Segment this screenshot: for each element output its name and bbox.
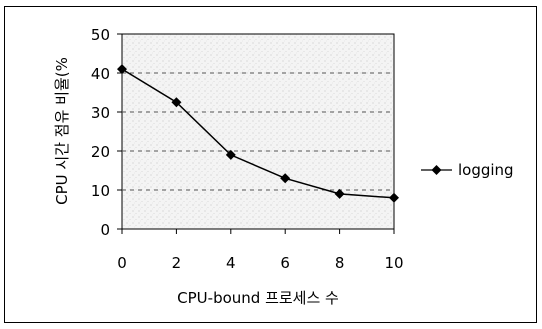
y-tick-label: 0: [100, 221, 110, 239]
data-point: [117, 64, 127, 75]
y-tick-label: 40: [91, 65, 110, 83]
gridlines: [122, 72, 394, 191]
data-point: [280, 173, 291, 184]
x-axis-label: CPU-bound 프로세스 수: [177, 289, 339, 307]
data-point: [389, 192, 399, 203]
x-tick-label: 8: [335, 254, 345, 272]
x-tick-label: 6: [280, 254, 290, 272]
y-axis-ticks: 0 10 20 30 40 50: [91, 26, 122, 239]
x-tick-label: 10: [384, 254, 403, 272]
x-tick-label: 2: [172, 254, 182, 272]
y-tick-label: 20: [91, 143, 110, 161]
legend-marker: [431, 165, 442, 175]
y-tick-label: 10: [91, 182, 110, 200]
series-line-logging: [121, 68, 395, 199]
x-tick-label: 0: [117, 254, 127, 272]
data-point: [334, 188, 345, 199]
data-point: [225, 149, 236, 160]
series-layer: [117, 64, 399, 203]
plot-area: [121, 33, 395, 230]
chart-frame: [4, 6, 537, 323]
legend: logging: [421, 161, 514, 179]
legend-entry-logging: logging: [458, 161, 514, 179]
y-tick-label: 30: [91, 104, 110, 122]
x-tick-label: 4: [226, 254, 236, 272]
x-axis-ticks: 0 2 4 6 8 10: [117, 229, 404, 272]
data-point: [171, 97, 182, 108]
y-tick-label: 50: [91, 26, 110, 44]
y-axis-label: CPU 시간 점유 비율(%: [53, 57, 71, 205]
